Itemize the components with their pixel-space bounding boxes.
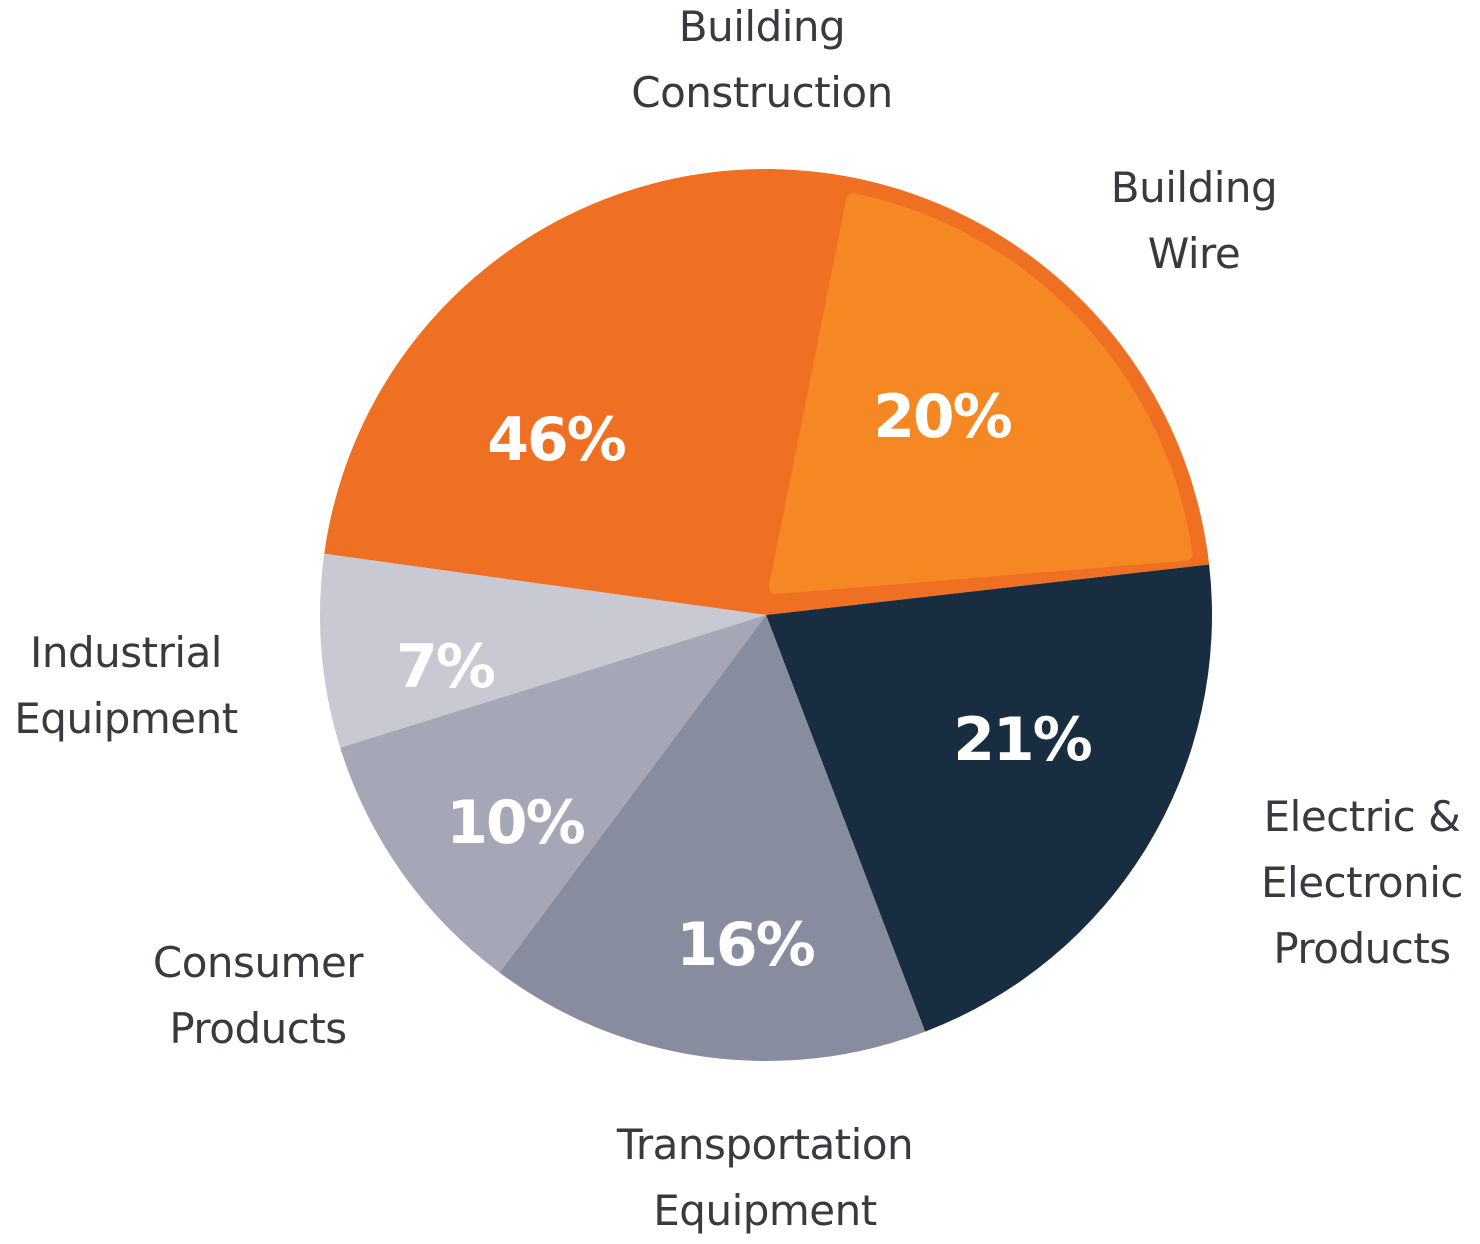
category-label-industrial-equipment: Industrial Equipment: [14, 620, 238, 752]
category-label-line: Electric &: [1263, 792, 1461, 841]
pct-label-building-construction: 46%: [487, 405, 625, 475]
slice-transportation-equipment: [499, 615, 926, 1062]
category-label-electric-and-electronic-products: Electric & Electronic Products: [1260, 784, 1464, 982]
sub-slice-building-wire: [769, 193, 1193, 594]
slice-electric-and-electronic-products: [766, 564, 1212, 1032]
category-label-line: Building: [1110, 163, 1278, 212]
category-label-line: Transportation: [616, 1120, 914, 1169]
category-label-line: Consumer: [152, 938, 364, 987]
pct-label-electric-and-electronic-products: 21%: [953, 705, 1091, 775]
category-label-line: Equipment: [653, 1186, 877, 1235]
slice-consumer-products: [340, 615, 766, 973]
pct-label-transportation-equipment: 16%: [676, 910, 814, 980]
pct-label-industrial-equipment: 7%: [396, 632, 495, 702]
category-label-line: Construction: [631, 68, 893, 117]
category-label-line: Equipment: [14, 694, 238, 743]
category-label-line: Products: [1273, 924, 1451, 973]
category-label-line: Products: [169, 1004, 347, 1053]
pct-label-building-wire: 20%: [873, 382, 1011, 452]
category-label-line: Industrial: [30, 628, 222, 677]
category-label-line: Building: [678, 2, 846, 51]
slice-industrial-equipment: [319, 553, 766, 748]
category-label-line: Electronic: [1260, 858, 1464, 907]
category-label-transportation-equipment: Transportation Equipment: [616, 1112, 914, 1244]
category-label-building-wire: Building Wire: [1110, 155, 1278, 287]
category-label-consumer-products: Consumer Products: [152, 930, 364, 1062]
category-label-line: Wire: [1147, 229, 1241, 278]
category-label-building-construction: Building Construction: [631, 0, 893, 126]
pct-label-consumer-products: 10%: [446, 788, 584, 858]
